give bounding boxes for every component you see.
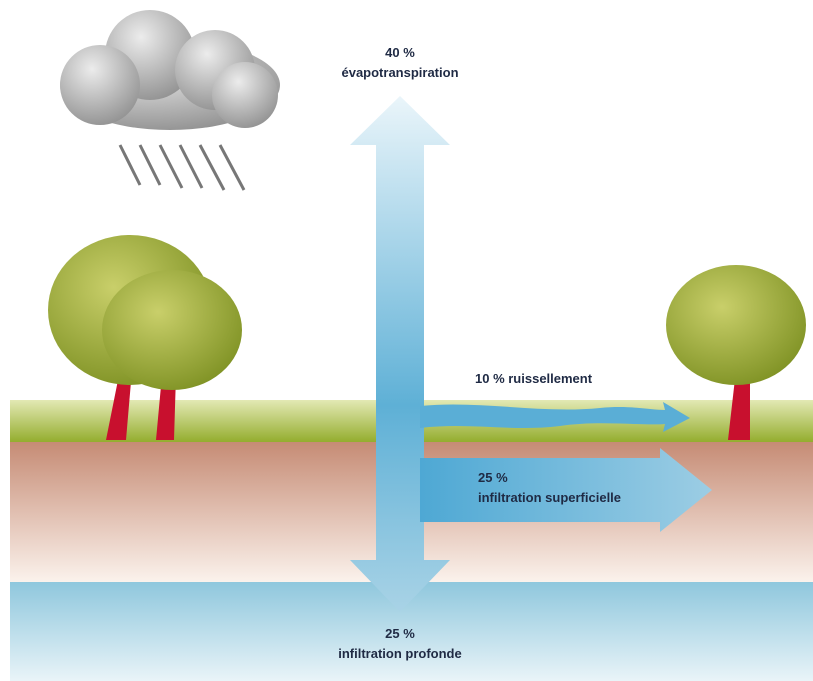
percent-label: 25 % [385, 626, 415, 641]
cloud [60, 10, 280, 130]
percent-label: 40 % [385, 45, 415, 60]
rain-line [138, 144, 162, 186]
flow-label: 10 % ruissellement [475, 371, 593, 386]
flow-label: évapotranspiration [341, 65, 458, 80]
rain-line [218, 144, 246, 191]
tree-right [666, 265, 806, 440]
rain-line [158, 144, 184, 189]
trunk [156, 375, 176, 440]
infiltration-arrow [420, 448, 712, 532]
trunk [728, 370, 750, 440]
tree-crown [102, 270, 242, 390]
trees-left [48, 235, 242, 440]
cloud-puff [212, 62, 278, 128]
rain-line [118, 144, 142, 186]
vertical-arrow [350, 96, 450, 612]
rain-line [178, 144, 204, 189]
flow-label: infiltration superficielle [478, 490, 621, 505]
trunk [106, 370, 132, 440]
percent-label: 25 % [478, 470, 508, 485]
rain [118, 144, 246, 191]
tree-crown [666, 265, 806, 385]
flow-label: infiltration profonde [338, 646, 461, 661]
cloud-puff [60, 45, 140, 125]
runoff-arrow [420, 402, 690, 432]
rain-line [198, 144, 226, 191]
